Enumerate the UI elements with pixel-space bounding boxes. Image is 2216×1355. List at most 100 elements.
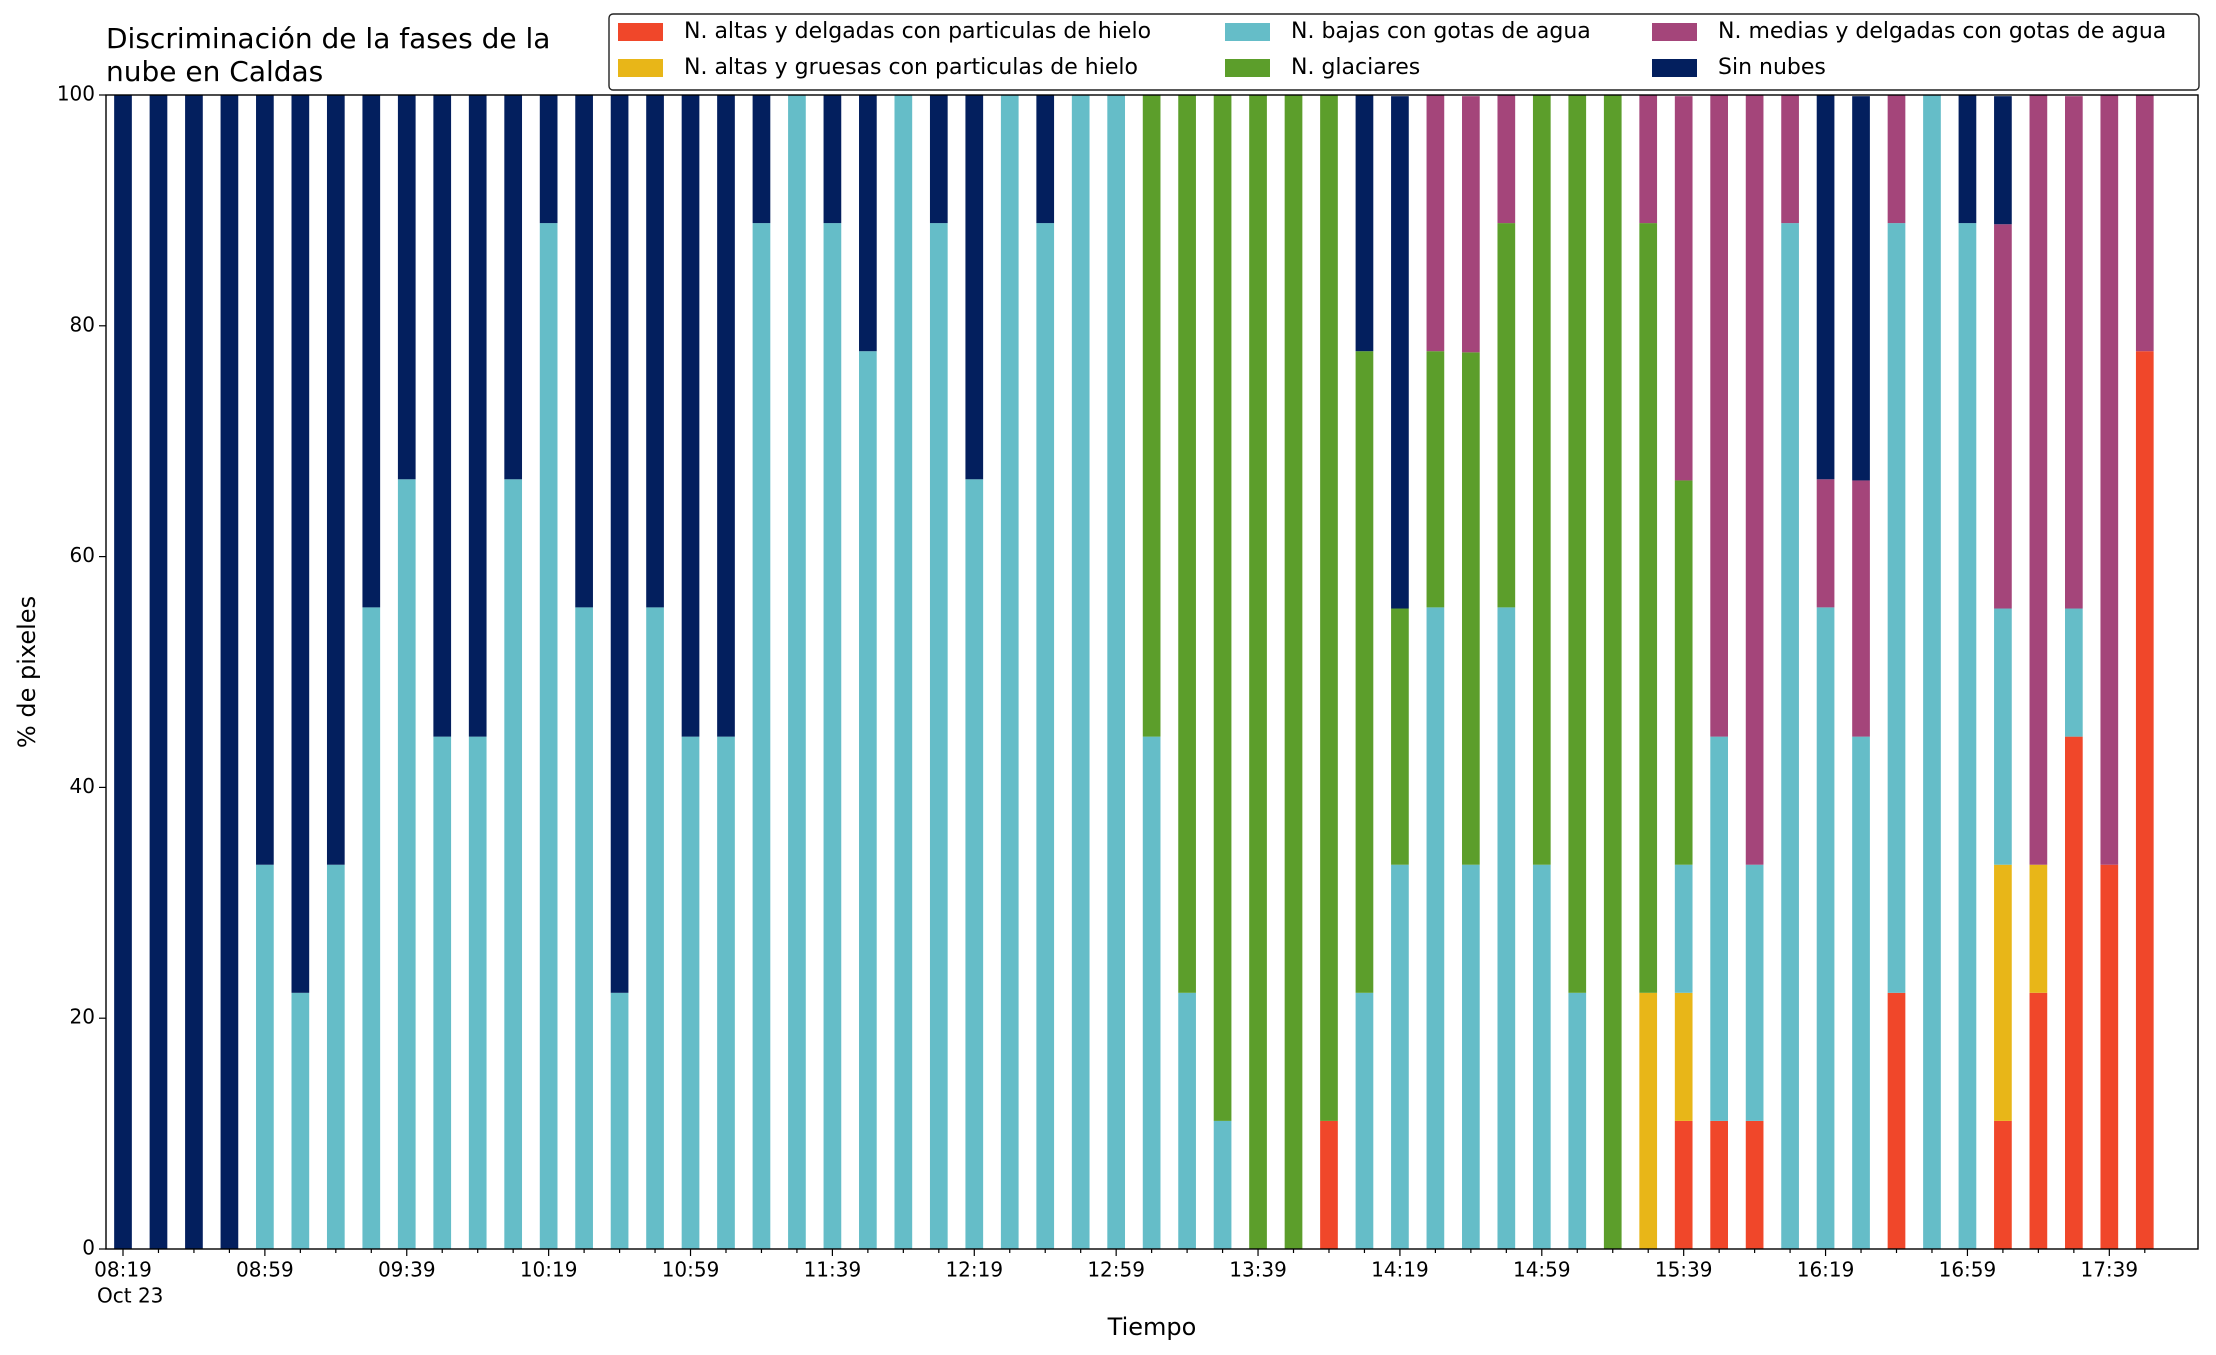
bar-segment bbox=[752, 223, 771, 1249]
bar-segment bbox=[1462, 352, 1480, 865]
bar-segment bbox=[1745, 95, 1764, 865]
bar-segment bbox=[220, 95, 239, 1249]
bar-segment bbox=[575, 607, 593, 1249]
x-tick-label: 11:39 bbox=[804, 1258, 862, 1282]
bar-segment bbox=[681, 736, 700, 1249]
x-tick-label: 14:59 bbox=[1513, 1258, 1571, 1282]
bar-segment bbox=[1355, 351, 1374, 993]
bar-segment bbox=[1816, 95, 1835, 480]
bar-segment bbox=[894, 95, 913, 1249]
bar-segment bbox=[326, 864, 345, 1249]
bar-segment bbox=[859, 351, 877, 1249]
x-tick-label: 08:59 bbox=[236, 1258, 294, 1282]
bar-segment bbox=[1036, 223, 1055, 1249]
bar-segment bbox=[646, 607, 664, 1249]
bar-segment bbox=[2065, 608, 2083, 737]
bar-segment bbox=[929, 223, 948, 1249]
bar-segment bbox=[717, 736, 735, 1249]
bar-segment bbox=[1142, 736, 1161, 1249]
bar-segment bbox=[859, 95, 877, 352]
bar-segment bbox=[823, 223, 842, 1249]
y-tick-label: 0 bbox=[82, 1236, 95, 1260]
bar-segment bbox=[1852, 96, 1870, 481]
bar-segment bbox=[1568, 992, 1587, 1249]
bar-segment bbox=[539, 95, 558, 224]
bar-segment bbox=[2135, 351, 2154, 1249]
bar-segment bbox=[1958, 223, 1977, 1249]
bar-segment bbox=[1639, 223, 1658, 993]
bar-segment bbox=[256, 864, 274, 1249]
bar-segment bbox=[1745, 1120, 1764, 1249]
bar-segment bbox=[1532, 864, 1551, 1249]
bar-segment bbox=[114, 95, 132, 1249]
bar-segment bbox=[1213, 95, 1232, 1121]
bar-segment bbox=[1852, 480, 1870, 737]
x-tick-label: 16:59 bbox=[1939, 1258, 1997, 1282]
plot-frame bbox=[105, 94, 2199, 1250]
bar-segment bbox=[1781, 95, 1799, 224]
x-tick-label: 09:39 bbox=[378, 1258, 436, 1282]
bar-segment bbox=[681, 95, 700, 737]
bar-segment bbox=[468, 95, 487, 737]
x-tick-label: 08:19 bbox=[94, 1258, 152, 1282]
bar-segment bbox=[1710, 95, 1728, 737]
bar-segment bbox=[1603, 95, 1622, 1249]
bar-segment bbox=[2029, 864, 2048, 993]
bar-segment bbox=[1107, 95, 1126, 1249]
bar-segment bbox=[575, 95, 593, 608]
bar-segment bbox=[1710, 1120, 1728, 1249]
legend-label: N. glaciares bbox=[1291, 55, 1420, 80]
x-tick-label: 17:39 bbox=[2080, 1258, 2138, 1282]
bar-segment bbox=[1391, 96, 1409, 609]
bar-segment bbox=[2135, 95, 2154, 352]
bar-segment bbox=[291, 95, 310, 993]
bar-segment bbox=[1994, 224, 2012, 609]
bar-segment bbox=[1816, 607, 1835, 1249]
bar-segment bbox=[1426, 351, 1445, 608]
bar-segment bbox=[433, 95, 452, 737]
y-tick-label: 60 bbox=[70, 543, 95, 567]
legend-swatch bbox=[1225, 59, 1270, 77]
legend-swatch bbox=[618, 59, 663, 77]
bar-segment bbox=[185, 95, 203, 1249]
legend-label: N. bajas con gotas de agua bbox=[1291, 19, 1591, 44]
bar-segment bbox=[1355, 95, 1374, 352]
bar-segment bbox=[1710, 736, 1728, 1121]
bar-segment bbox=[2065, 736, 2083, 1249]
y-axis-label: % de pixeles bbox=[13, 596, 41, 748]
bar-segment bbox=[1497, 95, 1516, 224]
bar-segment bbox=[1745, 864, 1764, 1121]
bar-segment bbox=[1426, 607, 1445, 1249]
bar-segment bbox=[1178, 992, 1196, 1249]
bar-segment bbox=[1249, 95, 1267, 1249]
bar-segment bbox=[1497, 223, 1516, 608]
bar-segment bbox=[1887, 95, 1906, 224]
x-tick-label: 15:39 bbox=[1655, 1258, 1713, 1282]
bar-segment bbox=[2100, 95, 2119, 865]
bar-segment bbox=[1887, 992, 1906, 1249]
legend-swatch bbox=[1652, 23, 1697, 41]
bar-segment bbox=[1284, 95, 1303, 1249]
bar-segment bbox=[1639, 992, 1658, 1249]
bar-segment bbox=[1462, 864, 1480, 1249]
bar-segment bbox=[1462, 96, 1480, 353]
bar-segment bbox=[2100, 864, 2119, 1249]
bar-segment bbox=[1852, 736, 1870, 1249]
bar-segment bbox=[1071, 95, 1090, 1249]
x-date-label: Oct 23 bbox=[97, 1284, 163, 1308]
bar-segment bbox=[468, 736, 487, 1249]
legend-label: N. altas y gruesas con particulas de hie… bbox=[684, 55, 1138, 80]
y-tick-label: 40 bbox=[70, 774, 95, 798]
bar-segment bbox=[1000, 95, 1019, 1249]
bar-segment bbox=[1142, 95, 1161, 737]
bar-segment bbox=[397, 95, 416, 480]
bar-segment bbox=[433, 736, 452, 1249]
bar-segment bbox=[149, 95, 168, 1249]
bar-segment bbox=[1816, 479, 1835, 608]
legend-label: Sin nubes bbox=[1718, 55, 1826, 80]
bar-segment bbox=[610, 992, 629, 1249]
bar-segment bbox=[1355, 992, 1374, 1249]
bar-segment bbox=[1674, 1120, 1693, 1249]
legend-label: N. altas y delgadas con particulas de hi… bbox=[684, 19, 1151, 44]
